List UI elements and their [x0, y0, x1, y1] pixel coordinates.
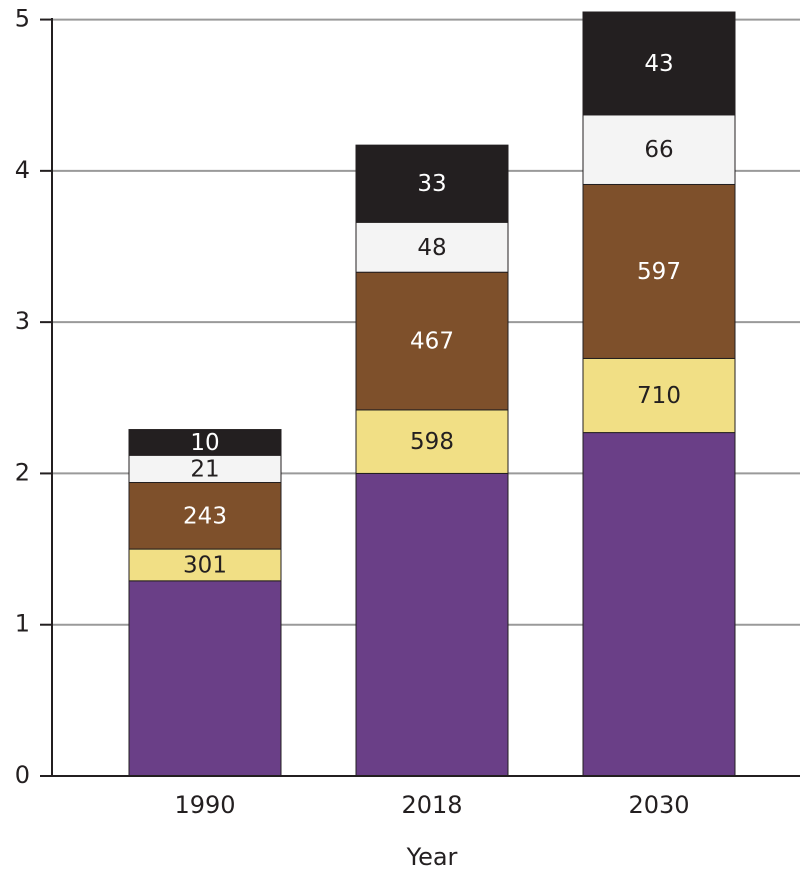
bar-segment [128, 548, 282, 582]
bar-segment [582, 432, 736, 777]
x-tick-label: 2018 [401, 791, 462, 819]
segment-label: 598 [410, 429, 454, 455]
y-tick-label: 2 [15, 458, 30, 486]
segment-label: 243 [183, 503, 227, 529]
y-tick-label: 5 [15, 5, 30, 33]
y-tick-label: 1 [15, 610, 30, 638]
segment-label: 710 [637, 383, 681, 409]
bar-segment [355, 472, 509, 777]
y-tick-label: 0 [15, 761, 30, 789]
bar-segment [582, 114, 736, 185]
bar-segment [582, 357, 736, 434]
bar-segment [355, 144, 509, 223]
bar-segment [355, 409, 509, 474]
x-tick-label: 2030 [628, 791, 689, 819]
bar-segment [128, 482, 282, 550]
bar-segment [582, 183, 736, 359]
segment-label: 301 [183, 552, 227, 578]
bar-segment [355, 271, 509, 411]
segment-label: 597 [637, 259, 681, 285]
x-axis-label: Year [406, 843, 458, 871]
y-tick-label: 4 [15, 156, 30, 184]
segment-label: 10 [190, 430, 219, 456]
segment-label: 467 [410, 329, 454, 355]
segment-label: 33 [417, 171, 446, 197]
segment-label: 48 [417, 235, 446, 261]
segment-label: 43 [644, 51, 673, 77]
bar-segment [582, 11, 736, 116]
segment-label: 66 [644, 137, 673, 163]
bar-segment [128, 429, 282, 456]
bar-segment [128, 580, 282, 777]
y-tick-label: 3 [15, 307, 30, 335]
segment-label: 21 [190, 456, 219, 482]
x-tick-label: 1990 [174, 791, 235, 819]
bar-segment [128, 454, 282, 484]
